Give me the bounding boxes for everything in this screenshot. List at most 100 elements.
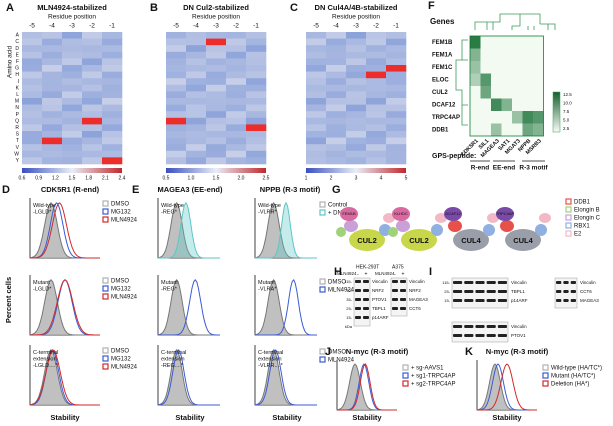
heatmap-cell — [386, 131, 407, 138]
blot-label: CCT6 — [580, 289, 592, 294]
gene-label: ELOC — [432, 77, 449, 83]
heatmap-cell — [366, 104, 387, 112]
heatmap-cell — [206, 38, 227, 46]
heatmap-cell — [22, 51, 43, 59]
axis-title: Stability — [352, 413, 382, 422]
heatmap-cell — [62, 117, 83, 125]
heatmap-cell — [102, 131, 123, 138]
heatmap-cell — [22, 91, 43, 99]
heatmap-cell — [306, 124, 327, 132]
x-tick-label: -2 — [373, 23, 379, 30]
heatmap-cell — [166, 38, 187, 46]
histogram — [29, 349, 100, 406]
blot-band — [453, 325, 463, 328]
x-tick-label: -3 — [353, 23, 359, 30]
label-line: C-terminal — [258, 350, 283, 356]
heatmap-cell — [166, 71, 187, 79]
heatmap-cell — [346, 150, 367, 158]
heatmap-cell — [226, 38, 247, 46]
heatmap-cell — [246, 51, 267, 59]
histogram — [30, 279, 100, 336]
panel-label: I — [429, 266, 432, 278]
legend-swatch — [102, 216, 109, 223]
heatmap-cell — [166, 58, 187, 66]
heatmap-cell — [346, 32, 367, 39]
heatmap-cell — [386, 45, 407, 53]
y-tick-label: M — [15, 99, 19, 105]
histogram — [255, 201, 317, 259]
cullin-label: CUL4 — [461, 236, 481, 245]
blot-band — [475, 299, 485, 302]
blot-label: CCT6 — [409, 306, 421, 311]
heatmap-cell — [501, 98, 512, 111]
lane: + — [365, 271, 368, 277]
heatmap-cell — [366, 124, 387, 132]
label-line: extension — [33, 357, 57, 363]
legend-label: RBX1 — [574, 224, 590, 230]
panel-label: B — [150, 2, 158, 14]
marker: 25- — [346, 306, 352, 311]
legend-label: Deletion (HA*) — [551, 382, 589, 388]
legend-swatch — [565, 206, 572, 213]
blot-band — [563, 290, 569, 293]
label-line: -LGLD* — [33, 287, 52, 293]
colorbar — [22, 168, 122, 173]
marker: 115- — [442, 280, 450, 285]
heatmap-cell — [166, 150, 187, 158]
inset-label: Wild-type -REG* — [161, 203, 184, 216]
heatmap-cell — [246, 91, 267, 99]
heatmap-cell — [306, 84, 327, 92]
heatmap-cell — [246, 157, 267, 165]
y-tick-label: L — [16, 92, 19, 98]
blot-band — [464, 325, 474, 328]
label-line: extension — [258, 357, 282, 363]
heatmap-cell — [366, 45, 387, 53]
colorbar-label: 7.5 — [563, 109, 570, 114]
panel-title: N-myc (R-3 motif) — [486, 347, 549, 356]
heatmap-cell — [206, 58, 227, 66]
heatmap-cell — [186, 131, 207, 138]
group-label: EE-end — [493, 165, 515, 172]
x-tick-label: -3 — [69, 23, 75, 30]
blot-band — [392, 298, 398, 301]
e2 — [539, 213, 551, 223]
heatmap-title: MLN4924-stabilized — [37, 3, 107, 12]
blot-label: NRF2 — [372, 288, 384, 293]
histogram — [254, 278, 317, 336]
legend-label: Mutant (HA/TC*) — [551, 374, 595, 380]
x-tick-label: -4 — [333, 23, 339, 30]
heatmap-cell — [166, 65, 187, 72]
heatmap-cell — [42, 111, 63, 119]
heatmap-cell — [166, 124, 187, 132]
heatmap-cell — [166, 51, 187, 59]
dendrogram — [474, 13, 556, 30]
heatmap-cell — [246, 38, 267, 46]
heatmap-cell — [346, 51, 367, 59]
heatmap-cell — [366, 111, 387, 119]
blot-band — [475, 281, 485, 284]
heatmap-cell — [62, 137, 83, 145]
heatmap-cell — [82, 111, 103, 119]
cullin — [401, 229, 437, 251]
marker: 15- — [346, 315, 352, 320]
heatmap-cell — [22, 38, 43, 46]
heatmap-cell — [206, 157, 227, 165]
treatment: MLN4924 — [337, 271, 357, 276]
colorbar-label: 1 — [305, 175, 308, 181]
cullin-label: CUL2 — [357, 236, 377, 245]
x-tick-label: -5 — [173, 23, 179, 30]
blot-band — [363, 307, 369, 310]
blot-band — [400, 298, 406, 301]
heatmap-cell — [206, 51, 227, 59]
heatmap-cell — [42, 98, 63, 105]
heatmap-cell — [186, 45, 207, 53]
blot-band — [400, 289, 406, 292]
lane: - — [357, 271, 359, 277]
heatmap-cell — [366, 51, 387, 59]
heatmap-cell — [102, 58, 123, 66]
heatmap-cell — [42, 150, 63, 158]
legend-swatch — [319, 201, 326, 208]
panel-title: NPPB (R-3 motif) — [260, 185, 321, 194]
inset-label: C-terminal extension -VLRR....* — [258, 350, 284, 369]
cell-line: A375 — [392, 264, 404, 270]
